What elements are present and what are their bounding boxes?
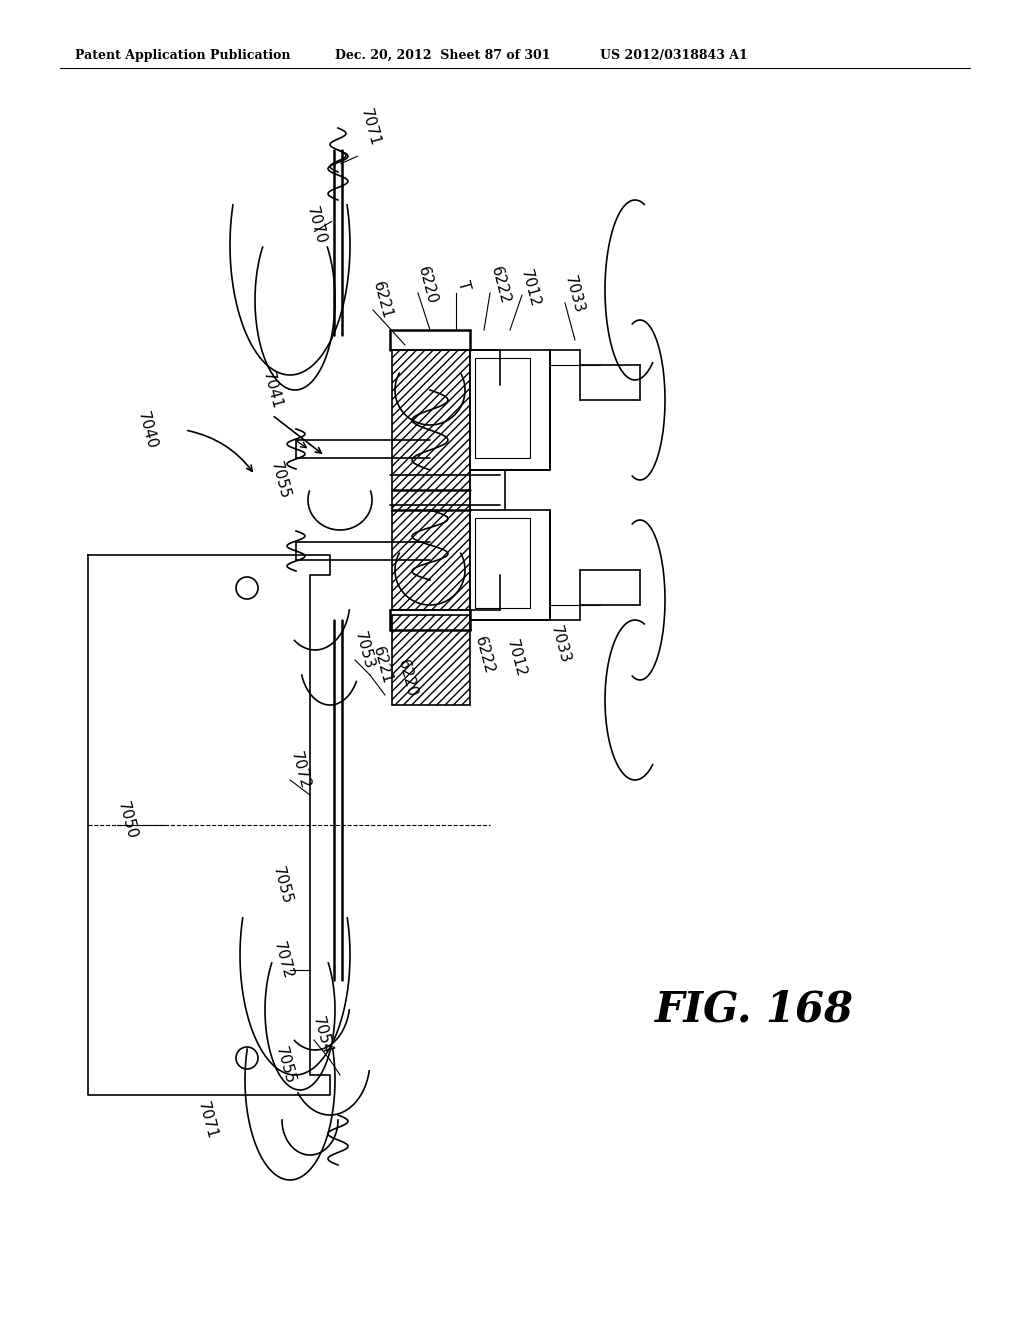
Text: 7055: 7055 bbox=[270, 865, 295, 906]
Bar bbox=[475, 358, 530, 458]
Text: 7072: 7072 bbox=[271, 940, 296, 981]
Text: 6220: 6220 bbox=[395, 657, 420, 698]
Text: 7053: 7053 bbox=[352, 630, 377, 671]
Text: 7033: 7033 bbox=[562, 275, 587, 315]
Bar bbox=[392, 350, 470, 610]
Text: 6222: 6222 bbox=[488, 264, 512, 306]
Text: 7041: 7041 bbox=[260, 370, 285, 411]
Text: 6221: 6221 bbox=[370, 644, 394, 685]
Text: 7072: 7072 bbox=[288, 750, 312, 791]
Text: 7055: 7055 bbox=[273, 1044, 297, 1085]
Text: 7054: 7054 bbox=[310, 1015, 335, 1056]
Bar bbox=[470, 510, 550, 620]
Text: 7050: 7050 bbox=[115, 800, 139, 841]
Text: 7070: 7070 bbox=[304, 205, 329, 246]
Text: 7055: 7055 bbox=[268, 459, 293, 500]
Text: 6220: 6220 bbox=[415, 264, 439, 306]
Text: FIG. 168: FIG. 168 bbox=[655, 989, 854, 1031]
Text: US 2012/0318843 A1: US 2012/0318843 A1 bbox=[600, 49, 748, 62]
Text: 6222: 6222 bbox=[472, 635, 497, 676]
Text: 6221: 6221 bbox=[370, 280, 394, 321]
Bar bbox=[470, 350, 550, 470]
Text: 7012: 7012 bbox=[518, 268, 543, 309]
Text: 7071: 7071 bbox=[358, 107, 382, 148]
Bar bbox=[392, 615, 470, 705]
Text: 7040: 7040 bbox=[135, 409, 160, 450]
Text: Dec. 20, 2012  Sheet 87 of 301: Dec. 20, 2012 Sheet 87 of 301 bbox=[335, 49, 551, 62]
Bar bbox=[475, 517, 530, 609]
Text: T: T bbox=[455, 279, 472, 292]
Text: 7033: 7033 bbox=[548, 624, 572, 665]
Text: Patent Application Publication: Patent Application Publication bbox=[75, 49, 291, 62]
Text: 7012: 7012 bbox=[504, 638, 528, 678]
Text: 7071: 7071 bbox=[195, 1100, 219, 1140]
